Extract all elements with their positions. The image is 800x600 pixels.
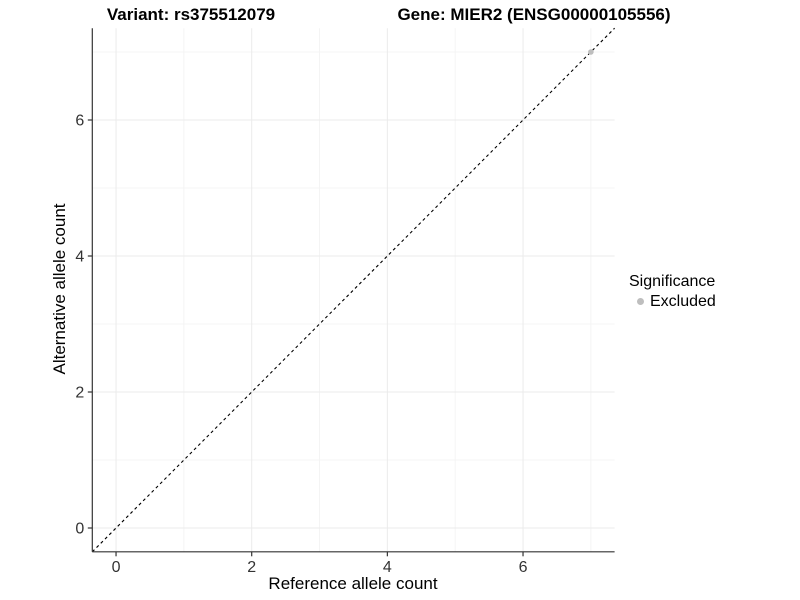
- plot-title-gene: Gene: MIER2 (ENSG00000105556): [397, 5, 671, 24]
- data-point: [588, 49, 594, 55]
- y-tick-label: 0: [75, 521, 84, 538]
- legend-key-dot-icon: [637, 298, 644, 305]
- legend: Significance Excluded: [629, 272, 716, 311]
- x-tick-label: 4: [383, 559, 392, 576]
- y-tick-label: 4: [75, 249, 84, 266]
- x-axis-title: Reference allele count: [268, 574, 438, 593]
- plot-title-variant: Variant: rs375512079: [106, 5, 276, 24]
- legend-title: Significance: [629, 273, 716, 290]
- x-tick-label: 0: [112, 559, 121, 576]
- x-tick-label: 6: [519, 559, 528, 576]
- legend-entry-label: Excluded: [650, 293, 716, 310]
- identity-dashed-line: [91, 27, 615, 553]
- y-tick-label: 2: [75, 385, 84, 402]
- legend-entry-excluded: Excluded: [629, 292, 716, 311]
- x-tick-label: 2: [247, 559, 256, 576]
- y-axis-title: Alternative allele count: [50, 203, 69, 375]
- y-tick-label: 6: [75, 113, 84, 130]
